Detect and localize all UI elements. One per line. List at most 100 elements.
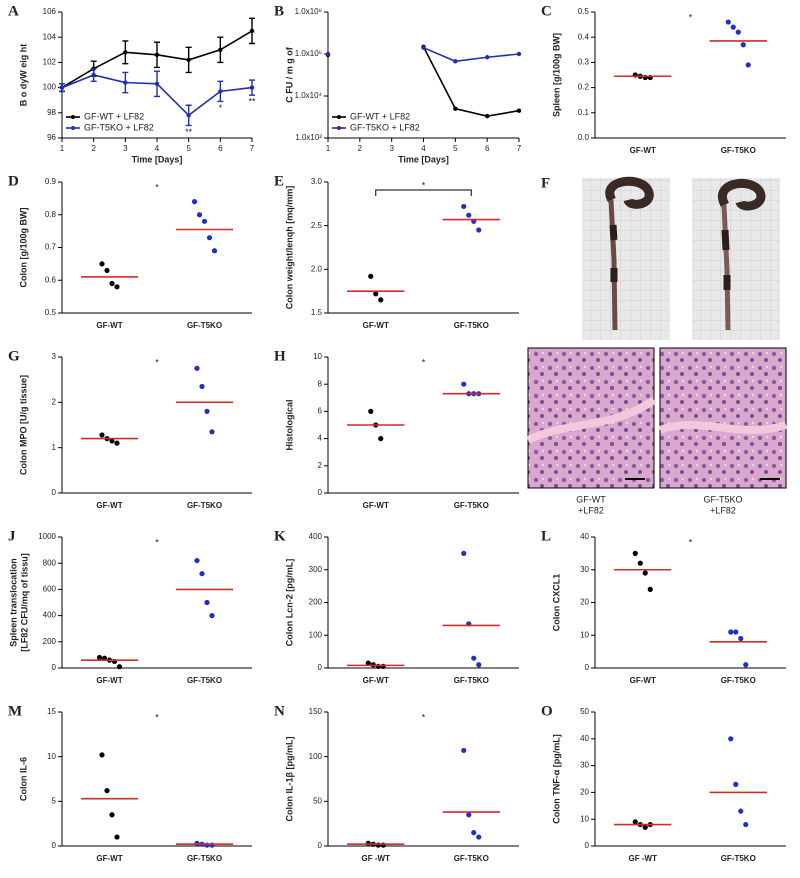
y-axis-label: Colon TNF-α [pg/mL] [551, 734, 561, 824]
panel-letter: E [274, 173, 284, 189]
x-tick-label: GF-T5KO [721, 854, 756, 863]
y-tick-label: 6 [318, 407, 323, 416]
significance-mark: ** [185, 127, 193, 137]
legend-swatch [337, 115, 341, 119]
data-point [365, 660, 371, 666]
data-point [211, 248, 218, 254]
data-point [91, 72, 96, 78]
data-point [99, 432, 105, 438]
significance-mark: * [155, 357, 159, 367]
panel-letter: M [8, 703, 22, 719]
y-tick-label: 0 [318, 663, 323, 672]
data-point [484, 55, 490, 60]
y-tick-label: 10 [580, 630, 589, 639]
x-tick-label: GF-T5KO [454, 676, 489, 685]
panel-letter: G [8, 348, 20, 364]
y-tick-label: 0.1 [578, 108, 590, 117]
y-tick-label: 104 [43, 32, 57, 41]
histology-image [526, 347, 657, 489]
y-tick-label: 1000 [38, 532, 56, 541]
data-point [204, 408, 210, 414]
x-tick-label: 1 [326, 144, 331, 153]
y-tick-label: 1.0x10⁸ [295, 7, 322, 16]
data-point [471, 655, 477, 661]
y-tick-label: 10 [47, 752, 56, 761]
data-point [380, 842, 386, 848]
significance-mark: * [155, 537, 159, 547]
data-point [730, 24, 736, 30]
image-caption: +LF82 [710, 505, 736, 515]
data-point [96, 654, 103, 661]
significance-mark: * [155, 712, 159, 722]
x-tick-label: 4 [421, 144, 426, 153]
data-point [373, 291, 379, 297]
y-tick-label: 0.5 [45, 308, 57, 317]
data-point [186, 57, 191, 63]
data-point [476, 662, 482, 668]
image-caption: GF-WT [576, 494, 606, 504]
y-tick-label: 0 [318, 488, 323, 497]
data-point [642, 570, 648, 576]
data-point [116, 664, 123, 670]
x-tick-label: 5 [453, 144, 458, 153]
panel-letter: A [8, 3, 19, 19]
panel-letter: L [541, 528, 551, 544]
data-point [365, 840, 371, 846]
panel-letter: J [8, 528, 16, 544]
panel-letter: B [274, 3, 284, 19]
y-tick-label: 50 [313, 796, 322, 805]
x-tick-label: GF-T5KO [187, 676, 222, 685]
data-point [375, 842, 381, 848]
data-point [733, 629, 739, 635]
x-tick-label: GF-WT [363, 501, 389, 510]
x-axis-label: Time [Days] [398, 154, 449, 164]
data-point [99, 752, 105, 758]
data-point [421, 45, 426, 50]
x-tick-label: GF -WT [362, 854, 391, 863]
y-tick-label: 30 [580, 761, 589, 770]
data-point [461, 381, 467, 387]
y-tick-label: 96 [47, 133, 56, 142]
data-point [196, 212, 203, 218]
panel-letter: C [541, 3, 552, 19]
y-axis-label: [LF82 CFU/mq of tissu] [19, 553, 29, 652]
y-tick-label: 20 [580, 598, 589, 607]
significance-mark: * [155, 182, 159, 192]
histology-image [658, 347, 788, 489]
y-tick-label: 0.8 [45, 210, 57, 219]
x-tick-label: GF-T5KO [187, 501, 222, 510]
data-point [745, 62, 751, 68]
data-point [154, 52, 160, 58]
y-tick-label: 0.6 [45, 275, 57, 284]
data-point [368, 408, 374, 414]
data-point [209, 613, 215, 619]
x-tick-label: GF-T5KO [187, 854, 222, 863]
y-tick-label: 10 [313, 352, 322, 361]
y-tick-label: 0 [52, 663, 57, 672]
y-tick-label: 400 [43, 611, 57, 620]
data-point [114, 440, 120, 446]
y-tick-label: 8 [318, 379, 323, 388]
y-tick-label: 100 [309, 752, 323, 761]
colon-photo [582, 176, 670, 340]
y-tick-label: 4 [318, 434, 323, 443]
y-tick-label: 400 [309, 532, 323, 541]
x-tick-label: GF-WT [363, 321, 389, 330]
y-tick-label: 2.5 [311, 221, 323, 230]
y-tick-label: 0 [52, 488, 57, 497]
x-tick-label: 7 [517, 144, 522, 153]
y-tick-label: 2 [318, 461, 323, 470]
data-point [743, 821, 749, 828]
data-point [476, 834, 482, 840]
x-tick-label: 5 [186, 144, 191, 153]
data-point [461, 203, 467, 210]
data-point [516, 51, 522, 57]
data-point [194, 365, 200, 371]
data-point [218, 47, 223, 52]
significance-mark: * [422, 712, 426, 722]
x-tick-label: GF-WT [630, 676, 656, 685]
data-point [380, 663, 386, 669]
data-point [378, 297, 384, 303]
data-point [199, 383, 205, 390]
